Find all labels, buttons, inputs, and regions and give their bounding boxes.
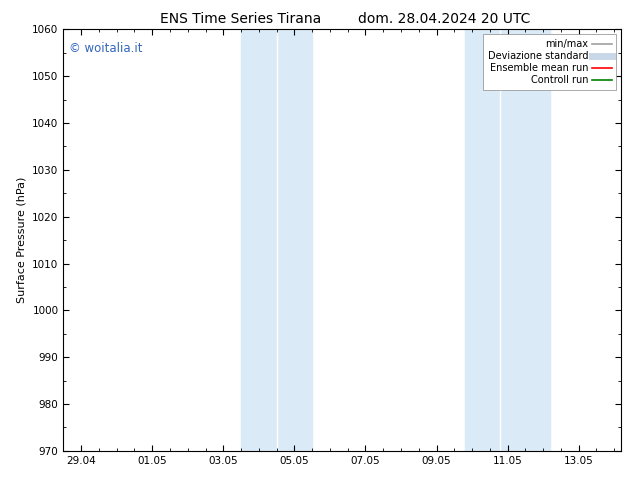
Bar <box>465 29 550 451</box>
Text: © woitalia.it: © woitalia.it <box>69 42 143 55</box>
Text: dom. 28.04.2024 20 UTC: dom. 28.04.2024 20 UTC <box>358 12 530 26</box>
Y-axis label: Surface Pressure (hPa): Surface Pressure (hPa) <box>16 177 27 303</box>
Legend: min/max, Deviazione standard, Ensemble mean run, Controll run: min/max, Deviazione standard, Ensemble m… <box>483 34 616 90</box>
Bar <box>241 29 312 451</box>
Text: ENS Time Series Tirana: ENS Time Series Tirana <box>160 12 321 26</box>
